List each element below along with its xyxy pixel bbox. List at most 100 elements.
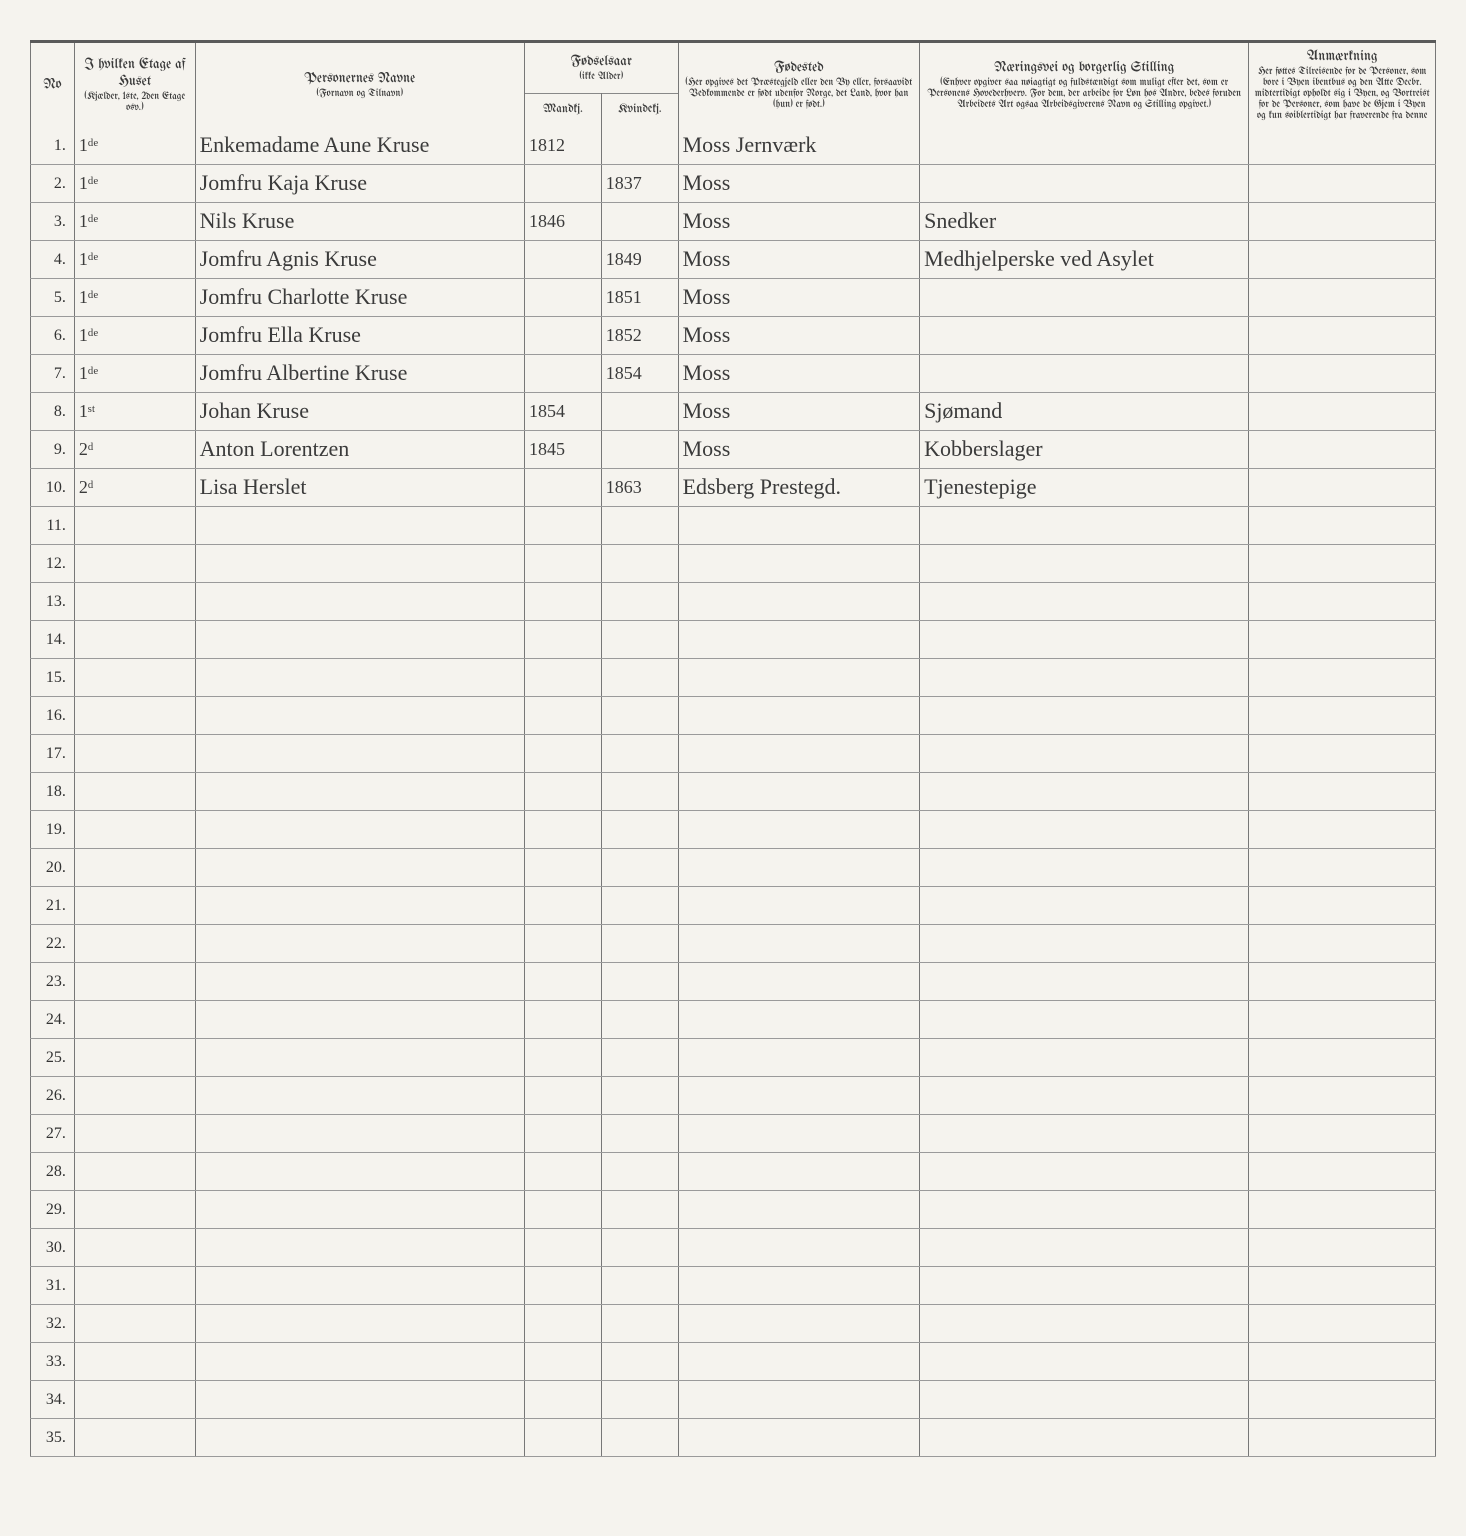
cell-anm (1249, 697, 1436, 735)
cell-year-m (524, 355, 601, 393)
cell-year-m (524, 773, 601, 811)
cell-navn (195, 849, 524, 887)
cell-anm (1249, 659, 1436, 697)
cell-sted (678, 849, 919, 887)
cell-still (920, 1153, 1249, 1191)
cell-anm (1249, 1077, 1436, 1115)
cell-year-k: 1854 (601, 355, 678, 393)
cell-etage: 1ᵈᵉ (74, 127, 195, 165)
cell-year-m (524, 165, 601, 203)
table-row: 26. (31, 1077, 1436, 1115)
cell-still (920, 317, 1249, 355)
cell-year-m (524, 849, 601, 887)
table-row: 35. (31, 1419, 1436, 1457)
cell-etage (74, 621, 195, 659)
cell-year-k: 1849 (601, 241, 678, 279)
cell-etage: 2ᵈ (74, 431, 195, 469)
cell-etage (74, 1001, 195, 1039)
cell-year-m (524, 1305, 601, 1343)
cell-sted (678, 1343, 919, 1381)
table-row: 7.1ᵈᵉJomfru Albertine Kruse1854Moss (31, 355, 1436, 393)
cell-still (920, 621, 1249, 659)
cell-year-m (524, 1077, 601, 1115)
cell-sted (678, 507, 919, 545)
cell-anm (1249, 241, 1436, 279)
cell-anm (1249, 583, 1436, 621)
table-row: 6.1ᵈᵉJomfru Ella Kruse1852Moss (31, 317, 1436, 355)
cell-year-m (524, 1191, 601, 1229)
cell-no: 18. (31, 773, 75, 811)
cell-anm (1249, 431, 1436, 469)
cell-sted: Moss Jernværk (678, 127, 919, 165)
table-row: 5.1ᵈᵉJomfru Charlotte Kruse1851Moss (31, 279, 1436, 317)
cell-anm (1249, 735, 1436, 773)
cell-anm (1249, 1039, 1436, 1077)
table-row: 18. (31, 773, 1436, 811)
cell-sted: Moss (678, 241, 919, 279)
cell-no: 20. (31, 849, 75, 887)
cell-no: 4. (31, 241, 75, 279)
cell-sted (678, 1267, 919, 1305)
cell-anm (1249, 127, 1436, 165)
cell-still: Sjømand (920, 393, 1249, 431)
cell-etage (74, 887, 195, 925)
cell-navn (195, 1077, 524, 1115)
cell-sted: Moss (678, 203, 919, 241)
cell-year-m (524, 469, 601, 507)
hdr-still-main: Næringsvei og borgerlig Stilling (994, 60, 1174, 75)
table-row: 16. (31, 697, 1436, 735)
cell-year-m (524, 963, 601, 1001)
cell-anm (1249, 925, 1436, 963)
cell-sted (678, 621, 919, 659)
cell-etage: 1ᵈᵉ (74, 203, 195, 241)
cell-etage (74, 1267, 195, 1305)
cell-etage: 1ᵈᵉ (74, 279, 195, 317)
cell-navn (195, 811, 524, 849)
cell-navn: Lisa Herslet (195, 469, 524, 507)
cell-navn (195, 1039, 524, 1077)
cell-navn (195, 925, 524, 963)
cell-still (920, 1077, 1249, 1115)
cell-sted (678, 697, 919, 735)
cell-year-m (524, 1381, 601, 1419)
cell-no: 29. (31, 1191, 75, 1229)
cell-etage (74, 1039, 195, 1077)
cell-still (920, 1267, 1249, 1305)
cell-year-m (524, 583, 601, 621)
hdr-navne-sub: (Fornavn og Tilnavn) (200, 88, 520, 99)
cell-still (920, 887, 1249, 925)
cell-still (920, 1039, 1249, 1077)
hdr-sted-main: Fødested (774, 60, 823, 75)
cell-navn (195, 773, 524, 811)
cell-still: Medhjelperske ved Asylet (920, 241, 1249, 279)
cell-year-m (524, 697, 601, 735)
table-row: 20. (31, 849, 1436, 887)
cell-sted: Moss (678, 431, 919, 469)
cell-anm (1249, 507, 1436, 545)
cell-navn: Jomfru Kaja Kruse (195, 165, 524, 203)
cell-year-k: 1851 (601, 279, 678, 317)
cell-year-k (601, 127, 678, 165)
cell-year-m: 1845 (524, 431, 601, 469)
cell-anm (1249, 849, 1436, 887)
cell-still (920, 507, 1249, 545)
cell-still (920, 545, 1249, 583)
cell-navn (195, 507, 524, 545)
cell-navn (195, 963, 524, 1001)
cell-no: 31. (31, 1267, 75, 1305)
cell-no: 25. (31, 1039, 75, 1077)
cell-sted (678, 1077, 919, 1115)
cell-anm (1249, 279, 1436, 317)
table-row: 22. (31, 925, 1436, 963)
cell-year-k (601, 773, 678, 811)
cell-still (920, 925, 1249, 963)
cell-etage: 2ᵈ (74, 469, 195, 507)
cell-sted (678, 1191, 919, 1229)
cell-etage: 1ᵈᵉ (74, 165, 195, 203)
cell-no: 27. (31, 1115, 75, 1153)
cell-no: 28. (31, 1153, 75, 1191)
cell-anm (1249, 1115, 1436, 1153)
hdr-anmerkning: Anmærkning Her føttes Tilreisende for de… (1249, 42, 1436, 127)
cell-navn (195, 1381, 524, 1419)
table-row: 11. (31, 507, 1436, 545)
